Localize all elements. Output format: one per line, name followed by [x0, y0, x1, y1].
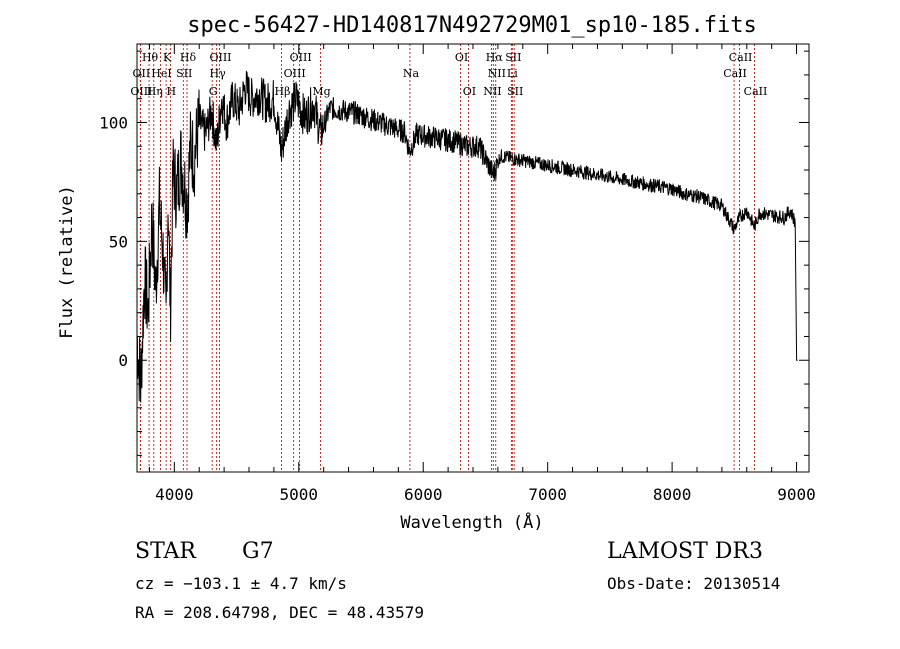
- spectral-line-label: G: [209, 85, 218, 98]
- spectral-line-label: SII: [507, 85, 523, 98]
- x-tick-label: 9000: [777, 485, 816, 504]
- spectral-line-label: K: [163, 51, 172, 64]
- x-tick-label: 4000: [155, 485, 194, 504]
- survey-name: LAMOST DR3: [607, 539, 763, 564]
- plot-frame: [136, 43, 810, 473]
- y-tick-label: 100: [99, 113, 128, 132]
- spectral-line-label: OI: [463, 85, 476, 98]
- x-tick-label: 8000: [653, 485, 692, 504]
- redshift-velocity: cz = −103.1 ± 4.7 km/s: [135, 574, 347, 593]
- spectral-line-label: OII: [133, 67, 151, 80]
- spectral-line-label: Hα: [486, 51, 504, 64]
- spectral-line-label: Hβ: [275, 85, 291, 98]
- spectral-line-label: OI: [455, 51, 468, 64]
- y-tick-label: 0: [118, 351, 128, 370]
- spectral-line-label: SII: [176, 67, 192, 80]
- spectral-line-label: NII: [483, 85, 501, 98]
- spectral-line-label: SII: [505, 51, 521, 64]
- x-tick-label: 7000: [528, 485, 567, 504]
- spectral-line-label: OIII: [130, 85, 152, 98]
- axis-ticks: [137, 44, 809, 472]
- x-tick-label: 5000: [280, 485, 319, 504]
- spectral-line-markers: [139, 44, 755, 472]
- spectral-line-label: Hδ: [180, 51, 197, 64]
- coordinates: RA = 208.64798, DEC = 48.43579: [135, 603, 424, 622]
- spectral-line-label: Hη: [147, 85, 163, 98]
- observation-date: Obs-Date: 20130514: [607, 574, 781, 593]
- spectral-line-label: Na: [403, 67, 420, 80]
- spectral-line-label: H: [167, 85, 177, 98]
- spectral-line-label: Hγ: [210, 67, 227, 80]
- spectral-line-label: HeI: [151, 67, 171, 80]
- y-axis-label: Flux (relative): [57, 185, 77, 339]
- spectral-line-label: OIII: [284, 67, 306, 80]
- subclass: G7: [242, 539, 274, 564]
- spectral-line-label: NII: [488, 67, 506, 80]
- spectral-line-label: CaII: [723, 67, 747, 80]
- spectral-line-label: Mg: [312, 85, 330, 98]
- y-tick-label: 50: [109, 232, 128, 251]
- chart-title: spec-56427-HD140817N492729M01_sp10-185.f…: [187, 13, 757, 38]
- spectral-line-label: Hθ: [142, 51, 159, 64]
- axis-tick-labels: 4000 5000 6000 7000 8000 9000 0 50 100: [99, 113, 816, 504]
- x-axis-label: Wavelength (Å): [400, 511, 543, 533]
- spectral-line-label: OIII: [209, 51, 231, 64]
- x-tick-label: 6000: [404, 485, 443, 504]
- spectral-line-label: CaII: [729, 51, 753, 64]
- object-class: STAR: [135, 539, 196, 564]
- spectral-line-label: CaII: [744, 85, 768, 98]
- spectral-line-label: Li: [507, 67, 518, 80]
- spectrum-series-line: [136, 70, 798, 403]
- spectral-line-label: OIII: [290, 51, 312, 64]
